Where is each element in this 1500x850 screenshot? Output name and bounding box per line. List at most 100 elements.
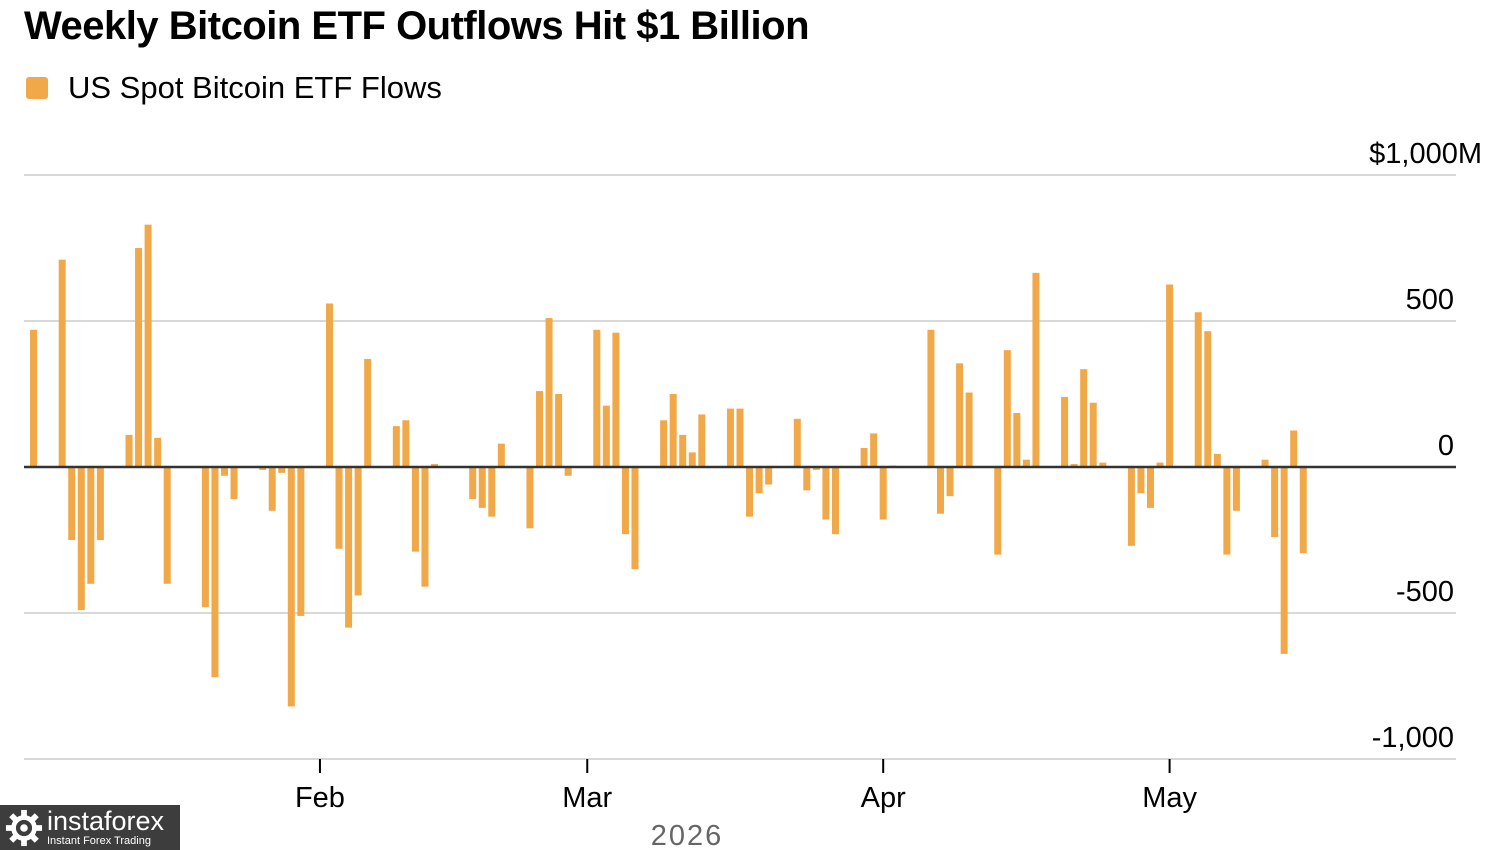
bar bbox=[1232, 467, 1240, 511]
bar bbox=[965, 392, 973, 467]
y-tick-label: $1,000M bbox=[1369, 138, 1482, 170]
bar bbox=[1194, 312, 1202, 467]
bar bbox=[994, 467, 1002, 555]
bar bbox=[1290, 430, 1298, 467]
bar bbox=[278, 467, 286, 473]
bar bbox=[726, 408, 734, 467]
bar bbox=[679, 434, 687, 467]
bar bbox=[803, 467, 811, 491]
bar bbox=[631, 467, 639, 570]
bar bbox=[488, 467, 496, 517]
bar bbox=[1013, 412, 1021, 467]
bar bbox=[125, 434, 133, 467]
bar bbox=[201, 467, 209, 608]
bar bbox=[259, 467, 267, 470]
bar bbox=[411, 467, 419, 552]
bar bbox=[688, 452, 696, 467]
bar bbox=[822, 467, 830, 520]
bar bbox=[927, 329, 935, 467]
bar bbox=[1223, 467, 1231, 555]
legend: US Spot Bitcoin ETF Flows bbox=[26, 70, 442, 106]
bar bbox=[736, 408, 744, 467]
bar bbox=[956, 363, 964, 467]
bar bbox=[1261, 459, 1269, 467]
bar bbox=[96, 467, 104, 540]
bar bbox=[755, 467, 763, 494]
bar bbox=[860, 448, 868, 467]
bar bbox=[144, 224, 152, 467]
bar bbox=[1080, 369, 1088, 467]
bar bbox=[545, 318, 553, 467]
bar bbox=[268, 467, 276, 511]
bar bbox=[1280, 467, 1288, 654]
x-tick-label: Apr bbox=[861, 782, 906, 814]
bar bbox=[1070, 464, 1078, 467]
y-tick-label: 0 bbox=[1438, 430, 1454, 462]
bar bbox=[497, 443, 505, 467]
bar bbox=[154, 437, 162, 467]
bar bbox=[621, 467, 629, 535]
bar bbox=[555, 394, 563, 467]
bar bbox=[1156, 462, 1164, 467]
bar bbox=[469, 467, 477, 500]
tick-labels: $1,000M 500 0 -500 -1,000 Feb Mar Apr May 2026 bbox=[295, 138, 1482, 850]
y-tick-label: -500 bbox=[1396, 576, 1454, 608]
bar bbox=[793, 418, 801, 467]
bar bbox=[87, 467, 95, 584]
watermark-tagline: Instant Forex Trading bbox=[47, 835, 151, 847]
bar bbox=[345, 467, 353, 628]
bar bbox=[564, 467, 572, 476]
bar bbox=[1022, 459, 1030, 467]
bar bbox=[30, 329, 38, 467]
gridlines bbox=[24, 174, 1456, 760]
y-tick-label: -1,000 bbox=[1372, 722, 1454, 754]
bar bbox=[746, 467, 754, 517]
bar bbox=[431, 464, 439, 467]
bar bbox=[536, 391, 544, 467]
bar bbox=[58, 259, 66, 467]
bar bbox=[602, 405, 610, 467]
watermark-name: instaforex bbox=[47, 806, 165, 836]
bar bbox=[1166, 284, 1174, 467]
axes bbox=[24, 465, 1456, 773]
bar bbox=[135, 248, 143, 467]
bar bbox=[879, 467, 887, 520]
bar bbox=[364, 358, 372, 467]
bar bbox=[1032, 272, 1040, 467]
bar bbox=[831, 467, 839, 535]
bar bbox=[68, 467, 76, 540]
bar bbox=[1271, 467, 1279, 538]
bar bbox=[392, 426, 400, 467]
bar bbox=[325, 303, 333, 467]
bar bbox=[421, 467, 429, 587]
bar bbox=[698, 414, 706, 467]
instaforex-logo-icon bbox=[5, 809, 43, 846]
bar bbox=[1299, 467, 1307, 554]
bar bbox=[1213, 453, 1221, 467]
bar bbox=[402, 420, 410, 467]
bars bbox=[30, 224, 1307, 707]
watermark: instaforex Instant Forex Trading bbox=[0, 805, 180, 850]
bar bbox=[946, 467, 954, 497]
year-label: 2026 bbox=[651, 820, 724, 850]
bar bbox=[1089, 402, 1097, 467]
bar bbox=[1127, 467, 1135, 546]
chart-title: Weekly Bitcoin ETF Outflows Hit $1 Billi… bbox=[24, 4, 810, 48]
bar bbox=[478, 467, 486, 508]
bar bbox=[1003, 350, 1011, 467]
bar bbox=[297, 467, 305, 616]
bar bbox=[612, 332, 620, 467]
bar bbox=[593, 329, 601, 467]
bar bbox=[1137, 467, 1145, 494]
bar bbox=[1147, 467, 1155, 508]
bar bbox=[230, 467, 238, 500]
bar bbox=[765, 467, 773, 485]
x-tick-label: Mar bbox=[562, 782, 612, 814]
bar bbox=[163, 467, 171, 584]
x-tick-label: May bbox=[1142, 782, 1197, 814]
bar bbox=[220, 467, 228, 476]
bar bbox=[812, 467, 820, 470]
bar bbox=[354, 467, 362, 596]
bar bbox=[669, 394, 677, 467]
